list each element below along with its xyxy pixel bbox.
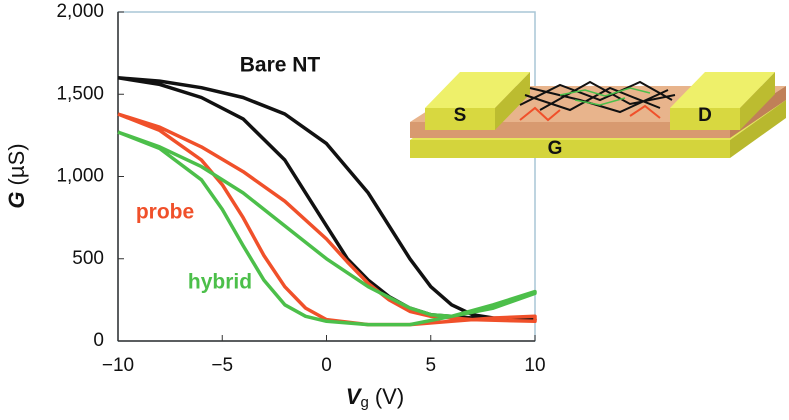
series-label: probe [136,201,194,224]
gate-label: G [548,138,563,159]
nanotube-network [519,80,676,114]
gate-layer-side [730,100,786,158]
hybrid-molecules [559,87,651,106]
x-label-unit: (V) [375,384,404,409]
source-front [425,108,495,130]
x-label-subscript: g [361,394,369,411]
y-tick-label: 1,000 [56,166,104,187]
series-label: Bare NT [240,54,321,77]
drain-side [740,72,775,130]
x-tick-label: 10 [524,355,545,376]
y-tick-label: 1,500 [56,83,104,104]
x-axis-label: Vg (V) [346,384,404,411]
device-inset: S D G [410,72,786,159]
x-tick-label: 0 [321,355,332,376]
gate-layer-front [410,140,730,158]
source-label: S [454,105,467,126]
series-line [117,130,537,327]
x-tick-label: −10 [102,355,134,376]
drain-label: D [698,105,712,126]
x-label-symbol: V [346,384,363,409]
y-tick-label: 0 [93,330,104,351]
y-label-unit: (µS) [4,143,29,185]
y-tick-label: 500 [72,248,104,269]
x-tick-label: −5 [211,355,233,376]
drain-front [670,108,740,130]
plot-frame [117,11,536,342]
series-label: hybrid [188,271,252,294]
x-tick-label: 5 [425,355,436,376]
y-label-symbol: G [4,191,29,208]
y-tick-label: 2,000 [56,1,104,22]
series-line [117,112,537,327]
source-side [495,72,530,130]
y-axis-label: G (µS) [4,143,29,208]
probe-molecules [519,104,661,122]
